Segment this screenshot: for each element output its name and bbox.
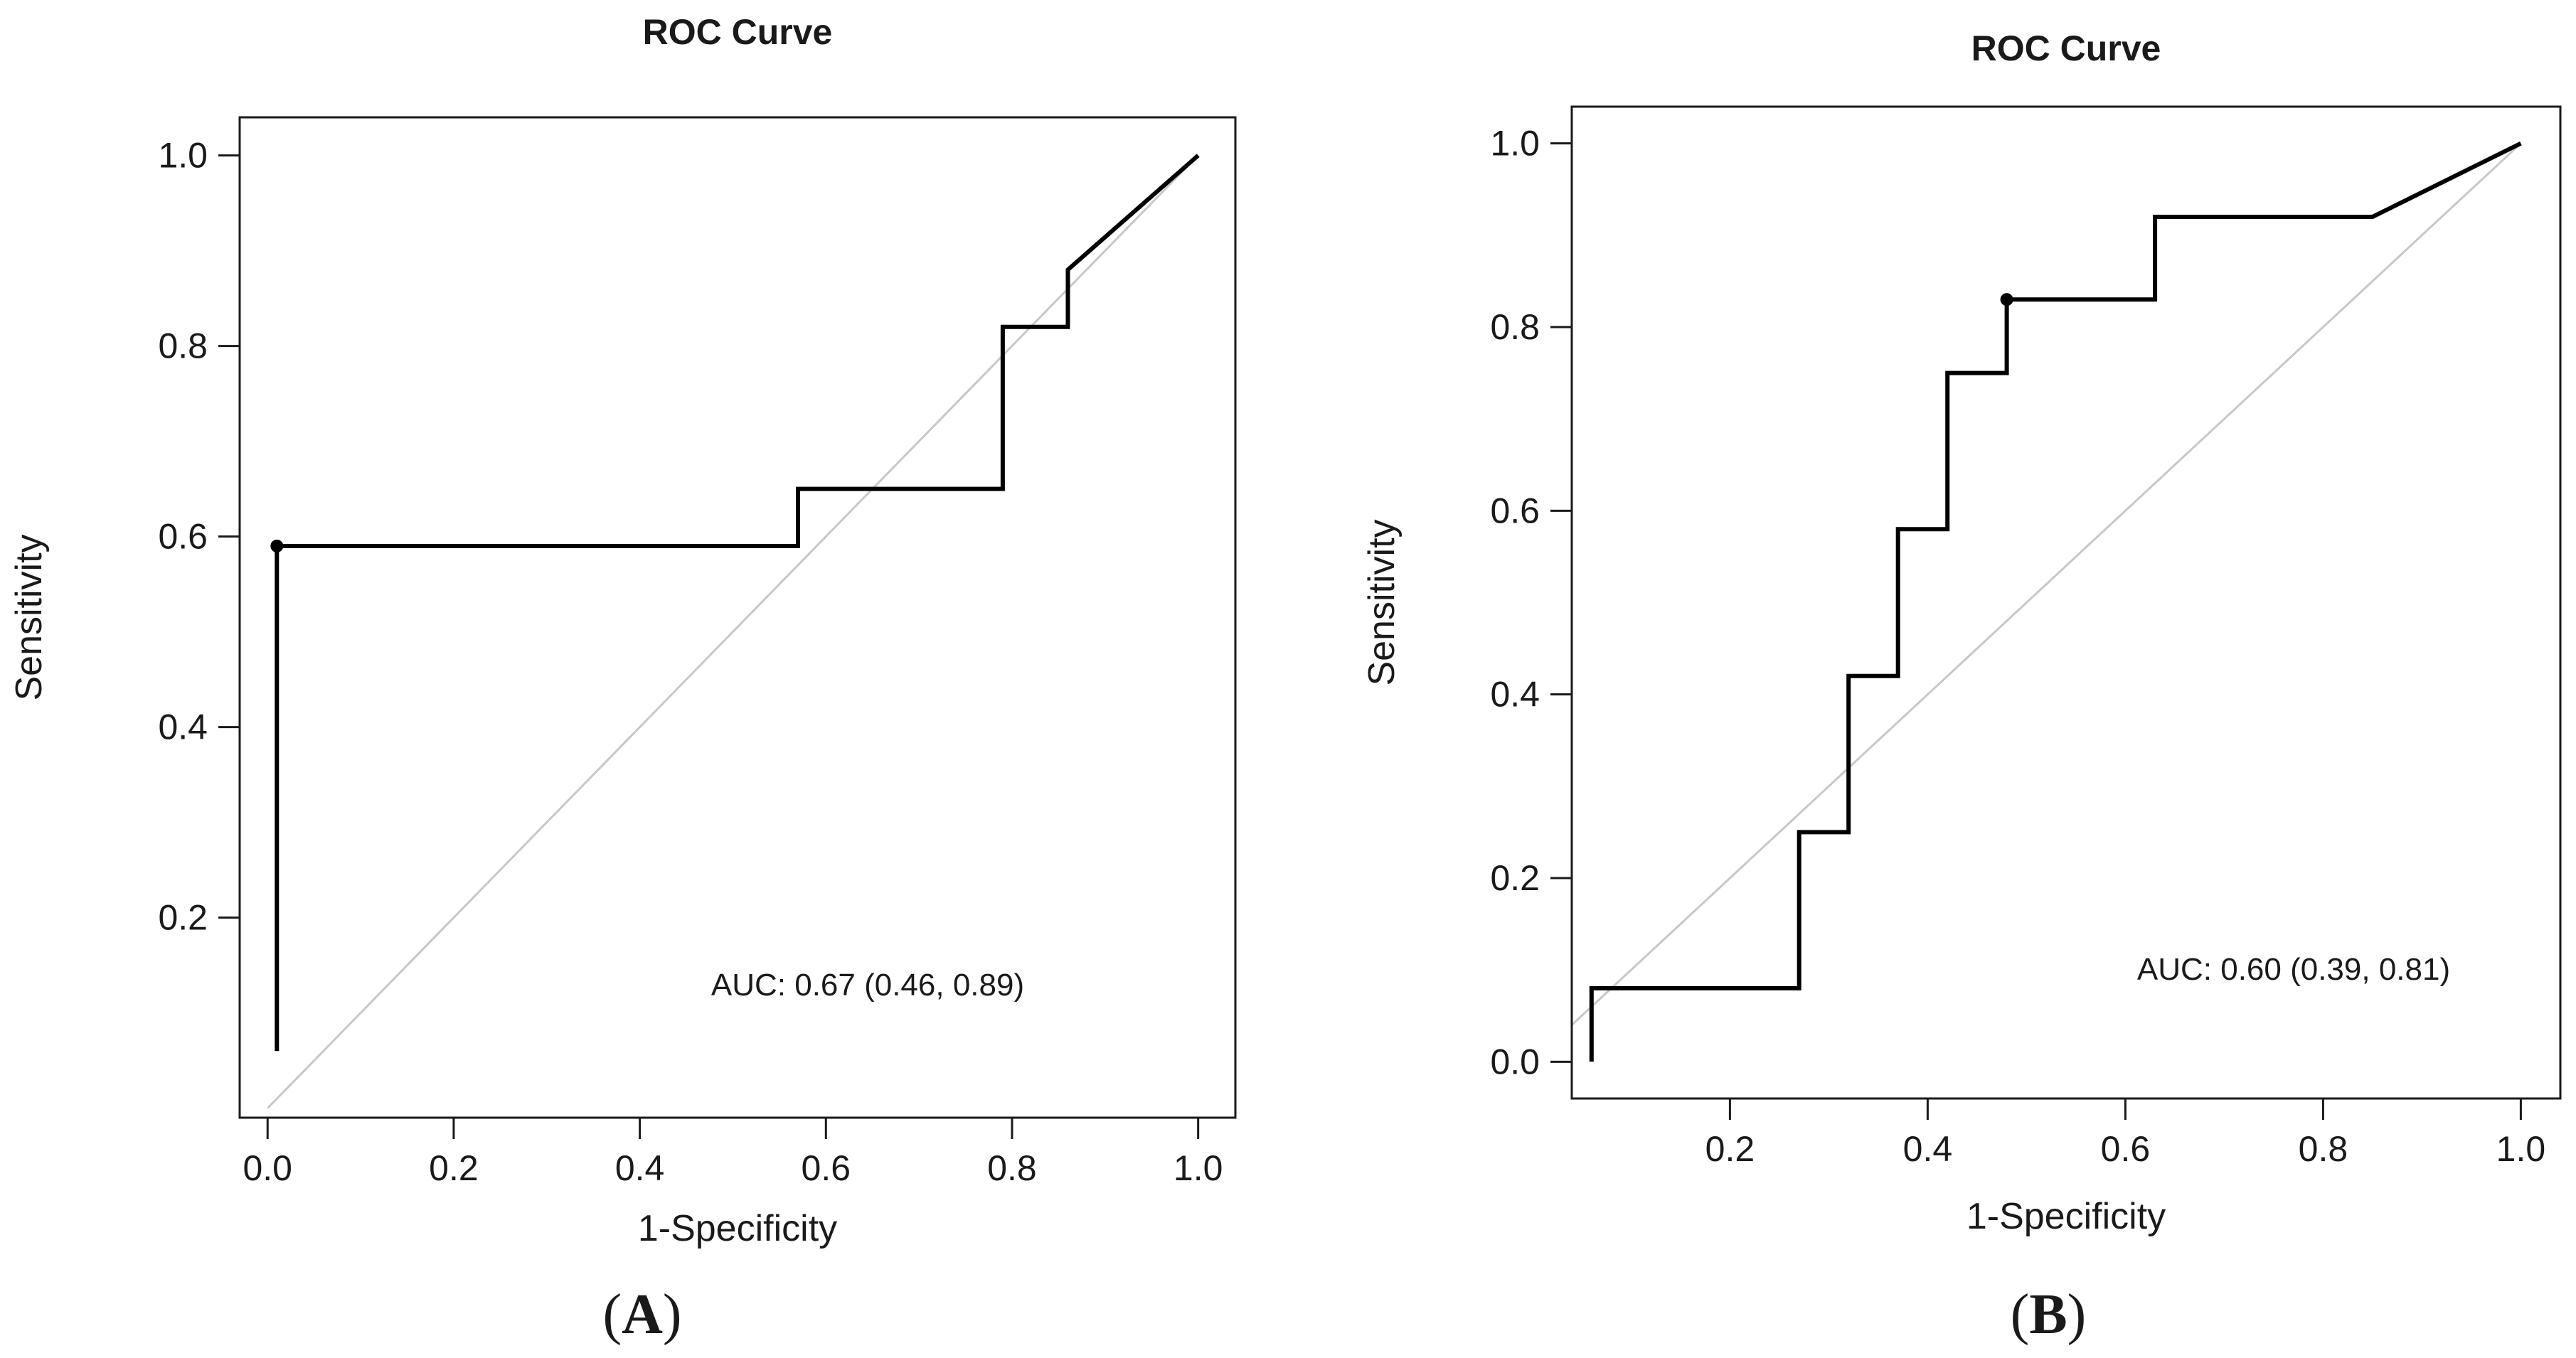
y-axis-title: Sensitivity [9, 534, 50, 700]
x-tick-label: 0.8 [987, 1148, 1037, 1188]
panel-label-letter: A [622, 1283, 663, 1346]
y-tick-label: 0.0 [1490, 1042, 1540, 1081]
y-tick-label: 0.2 [1490, 858, 1540, 898]
panel-label: (B) [2011, 1283, 2087, 1346]
x-tick-label: 0.6 [802, 1148, 851, 1188]
auc-annotation: AUC: 0.67 (0.46, 0.89) [711, 968, 1024, 1003]
chart-title: ROC Curve [643, 12, 833, 52]
y-tick-label: 1.0 [1490, 124, 1540, 164]
panel-label-close-paren: ) [663, 1283, 682, 1346]
x-tick-label: 1.0 [2496, 1129, 2546, 1169]
y-tick-label: 0.4 [1490, 675, 1540, 715]
reference-diagonal-line [267, 154, 1199, 1109]
auc-annotation: AUC: 0.60 (0.39, 0.81) [2137, 952, 2450, 987]
plot-frame [238, 116, 1237, 1119]
y-tick-label: 0.6 [158, 517, 208, 557]
reference-diagonal-line [1572, 142, 2522, 1027]
x-tick-label: 0.0 [243, 1148, 292, 1188]
y-tick-label: 0.6 [1490, 491, 1540, 530]
panel-label-close-paren: ) [2067, 1283, 2087, 1346]
y-tick-label: 0.4 [158, 707, 208, 747]
panel-label-letter: B [2029, 1283, 2067, 1346]
roc-curve-line [275, 154, 1200, 1052]
x-tick-label: 0.4 [1903, 1129, 1953, 1169]
optimal-threshold-point [2000, 293, 2013, 306]
y-tick-label: 0.2 [158, 898, 208, 938]
x-tick-label: 0.8 [2299, 1129, 2348, 1169]
optimal-threshold-point [270, 540, 284, 552]
roc-curve-line [1589, 141, 2522, 1062]
panel-b: ROC Curve 0.2 0.4 0.6 0.8 1.0 0.0 0.2 0.4 0.6 0.8 1… [1361, 28, 2562, 1346]
plot-frame [1570, 105, 2562, 1100]
x-tick-label: 0.4 [615, 1148, 665, 1188]
y-tick-label: 0.8 [158, 326, 208, 366]
panel-label-open-paren: ( [602, 1283, 622, 1346]
y-tick-label: 1.0 [158, 136, 208, 176]
x-tick-label: 0.2 [429, 1148, 479, 1188]
x-tick-label: 1.0 [1173, 1148, 1223, 1188]
y-axis-title: Sensitivity [1361, 519, 1403, 685]
panel-a: ROC Curve 0.0 0.2 0.4 0.6 0.8 1.0 0.2 0.4 0.6 0.8 1… [9, 12, 1237, 1346]
x-axis-title: 1-Specificity [638, 1208, 837, 1249]
y-tick-label: 0.8 [1490, 307, 1540, 347]
x-tick-label: 0.2 [1705, 1129, 1755, 1169]
x-axis-title: 1-Specificity [1966, 1196, 2166, 1237]
chart-title: ROC Curve [1971, 28, 2161, 68]
panel-label: (A) [602, 1283, 681, 1346]
panel-label-open-paren: ( [2011, 1283, 2030, 1346]
x-tick-label: 0.6 [2101, 1129, 2151, 1169]
